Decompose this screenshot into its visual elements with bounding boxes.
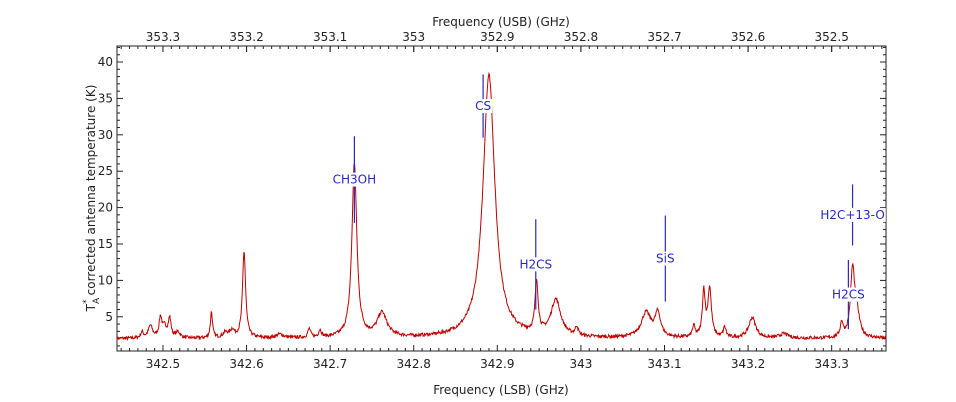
x-tick-label: 342.8 [397,357,431,371]
x2-tick-label: 353.1 [313,30,347,44]
x-tick-label: 343 [569,357,592,371]
y-axis-title-symbol: T [84,303,98,312]
y-tick-label: 30 [98,128,113,142]
x2-tick-label: 352.5 [814,30,848,44]
line-id-label-background [831,287,866,302]
y-tick-label: 25 [98,164,113,178]
y-tick-label: 15 [98,237,113,251]
x-tick-label: 343.3 [814,357,848,371]
y-axis-title-superscript: * [82,299,92,304]
y-axis-title-text: corrected antenna temperature (K) [84,85,98,296]
plot-frame [116,45,887,352]
bottom-axis-title: Frequency (LSB) (GHz) [433,383,569,397]
x-tick-label: 342.5 [146,357,180,371]
x-tick-label: 343.1 [647,357,681,371]
line-id-label: H2CS [519,257,552,271]
axis-ticks [117,46,886,351]
y-tick-label: 5 [105,310,113,324]
x2-tick-label: 352.8 [564,30,598,44]
line-id-label: SiS [656,252,675,266]
y-tick-label: 10 [98,273,113,287]
y-axis-title: TA* corrected antenna temperature (K) [82,85,102,313]
line-id-label: CS [475,99,491,113]
x2-tick-label: 353.2 [229,30,263,44]
line-id-label: CH3OH [333,173,377,187]
x2-tick-label: 352.6 [731,30,765,44]
x-tick-label: 342.9 [480,357,514,371]
x2-tick-label: 353 [402,30,425,44]
line-id-label: H2CS [832,288,865,302]
line-id-label-background [655,251,676,266]
line-identifications: CH3OH CS H2CS SiS H2CS H2C+13-O [331,74,886,330]
tick-labels: 342.5 342.6 342.7 342.8 342.9 343 343.1 343.2 34… [98,30,849,371]
y-axis-title-subscript: A [92,297,102,304]
x2-tick-label: 352.7 [647,30,681,44]
spectrum-line [116,71,887,342]
x-tick-label: 342.6 [229,357,263,371]
x2-tick-label: 353.3 [146,30,180,44]
line-id-label-background [518,257,554,272]
line-id-label-background [331,172,378,187]
x-tick-label: 342.7 [313,357,347,371]
y-tick-label: 40 [98,55,113,69]
x-tick-label: 343.2 [731,357,765,371]
top-axis-title: Frequency (USB) (GHz) [432,15,570,29]
line-id-label: H2C+13-O [820,208,884,222]
y-tick-label: 35 [98,91,113,105]
y-tick-label: 20 [98,201,113,215]
line-id-label-background [819,207,886,222]
x2-tick-label: 352.9 [480,30,514,44]
line-id-label-background [474,99,493,114]
